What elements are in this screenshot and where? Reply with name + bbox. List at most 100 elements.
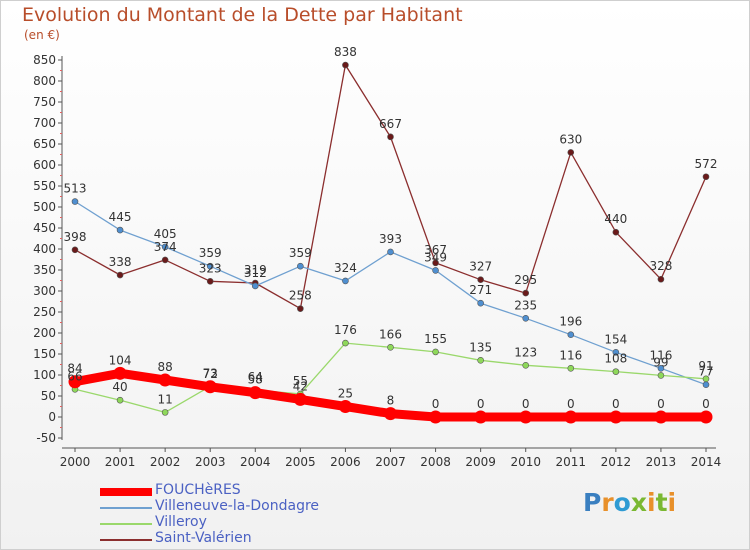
data-point (699, 410, 713, 424)
legend-item: Villeroy (100, 514, 430, 532)
data-point (657, 275, 665, 283)
data-label: 374 (154, 240, 177, 254)
data-label: 572 (695, 157, 718, 171)
x-tick-label: 2000 (60, 455, 91, 469)
y-tick-label: 0 (48, 410, 56, 424)
y-tick-label: 250 (33, 305, 56, 319)
data-point (387, 133, 394, 141)
data-point (609, 410, 623, 424)
data-label: 166 (379, 327, 402, 341)
data-point (297, 305, 304, 312)
x-tick-label: 2006 (330, 455, 361, 469)
legend-item: FOUCHèRES (100, 482, 430, 500)
logo-letter: P (583, 488, 602, 517)
y-tick-label: -50 (36, 431, 56, 445)
data-label: 64 (248, 370, 263, 384)
data-point (248, 386, 262, 400)
data-point (251, 282, 259, 290)
data-label: 72 (203, 367, 218, 381)
data-label: 440 (604, 212, 627, 226)
data-point (429, 410, 443, 424)
data-point (567, 149, 575, 156)
data-point (432, 348, 439, 356)
data-point (342, 339, 349, 347)
data-label: 104 (109, 353, 132, 367)
data-point (161, 243, 169, 251)
data-point (474, 410, 488, 424)
legend-label: Villeneuve-la-Dondagre (155, 498, 320, 514)
legend-item: Saint-Valérien (100, 530, 430, 548)
data-point (161, 256, 169, 264)
y-tick-label: 100 (33, 368, 56, 382)
data-point (519, 410, 533, 424)
chart-axes: -500501001502002503003504004505005506006… (33, 53, 721, 469)
data-point (203, 380, 217, 394)
data-point (113, 366, 127, 380)
data-point (567, 364, 575, 372)
data-point (654, 410, 668, 424)
y-tick-label: 300 (33, 284, 56, 298)
data-point (338, 400, 352, 413)
y-tick-label: 450 (33, 221, 56, 235)
y-tick-label: 150 (33, 347, 56, 361)
data-point (564, 410, 578, 424)
data-label: 154 (604, 332, 627, 346)
x-tick-label: 2010 (510, 455, 541, 469)
data-label: 0 (567, 397, 575, 411)
data-label: 42 (293, 379, 308, 393)
data-label: 327 (469, 260, 492, 274)
data-point (612, 228, 620, 236)
data-point (477, 356, 484, 364)
data-point (71, 198, 79, 205)
data-label: 235 (514, 298, 537, 312)
legend-swatch (100, 488, 152, 496)
data-label: 398 (64, 230, 87, 244)
data-point (702, 375, 710, 383)
data-point (342, 61, 349, 69)
data-label: 91 (698, 359, 713, 373)
data-label: 11 (158, 392, 173, 406)
x-tick-label: 2005 (285, 455, 316, 469)
data-point (387, 343, 394, 351)
data-point (116, 396, 124, 404)
data-label: 123 (514, 345, 537, 359)
data-point (432, 259, 439, 267)
y-tick-label: 800 (33, 74, 56, 88)
data-label: 0 (477, 397, 485, 411)
data-point (522, 314, 530, 322)
data-label: 328 (649, 259, 672, 273)
data-point (297, 262, 304, 270)
logo-letter: r (601, 488, 614, 517)
data-label: 445 (109, 210, 132, 224)
data-point (522, 362, 530, 369)
data-point (657, 372, 665, 379)
y-tick-label: 350 (33, 263, 56, 277)
data-label: 367 (424, 243, 447, 257)
legend-label: Villeroy (155, 514, 207, 530)
data-label: 0 (702, 397, 710, 411)
data-label: 319 (244, 263, 267, 277)
data-label: 0 (432, 397, 440, 411)
data-point (432, 267, 439, 274)
x-tick-label: 2003 (195, 455, 226, 469)
data-point (342, 277, 349, 285)
data-point (161, 409, 169, 416)
x-tick-label: 2014 (691, 455, 722, 469)
data-label: 73 (203, 366, 218, 380)
legend-swatch (100, 539, 152, 541)
chart-series (68, 61, 713, 424)
data-label: 323 (199, 261, 222, 275)
logo-letter: i (647, 488, 656, 517)
data-label: 312 (244, 266, 267, 280)
logo-letter: i (667, 488, 677, 517)
x-tick-label: 2004 (240, 455, 271, 469)
legend-item: Villeneuve-la-Dondagre (100, 498, 430, 516)
data-label: 359 (199, 246, 222, 260)
y-tick-label: 650 (33, 137, 56, 151)
data-point (702, 381, 710, 388)
data-label: 8 (387, 394, 395, 408)
data-label: 359 (289, 246, 312, 260)
data-point (657, 364, 665, 372)
